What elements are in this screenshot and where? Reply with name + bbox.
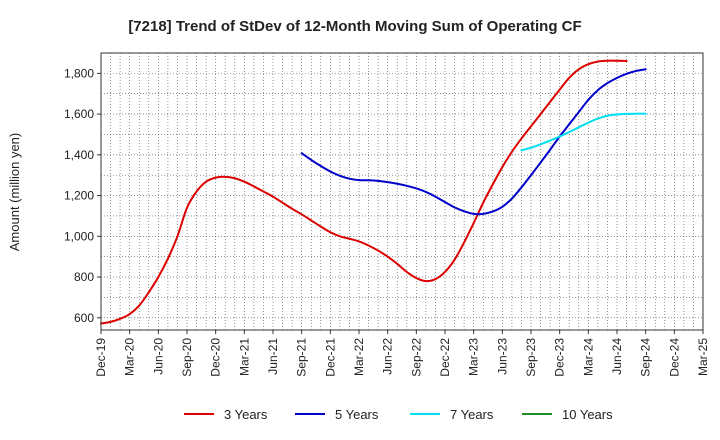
x-tick-label: Mar-21 xyxy=(237,338,251,376)
x-tick-label: Dec-24 xyxy=(667,338,681,377)
y-tick-label: 800 xyxy=(74,270,94,284)
x-tick-label: Mar-23 xyxy=(467,338,481,376)
y-tick-label: 600 xyxy=(74,311,94,325)
x-tick-label: Sep-22 xyxy=(409,338,423,377)
x-tick-label: Jun-21 xyxy=(266,338,280,375)
y-axis-label: Amount (million yen) xyxy=(7,133,22,252)
x-tick-label: Jun-22 xyxy=(381,338,395,375)
x-tick-label: Dec-20 xyxy=(209,338,223,377)
y-tick-label: 1,200 xyxy=(64,189,94,203)
y-tick-label: 1,000 xyxy=(64,229,94,243)
legend-label: 5 Years xyxy=(335,407,379,422)
legend: 3 Years 5 Years 7 Years 10 Years xyxy=(184,407,613,422)
x-tick-label: Mar-25 xyxy=(696,338,710,376)
series-lines xyxy=(100,59,647,325)
legend-label: 7 Years xyxy=(450,407,494,422)
y-tick-label: 1,600 xyxy=(64,107,94,121)
x-tick-label: Mar-20 xyxy=(123,338,137,376)
plot-area-frame xyxy=(100,52,704,331)
legend-label: 10 Years xyxy=(562,407,613,422)
x-tick-label: Mar-22 xyxy=(352,338,366,376)
series-line-3-years xyxy=(100,59,628,325)
chart-title: [7218] Trend of StDev of 12-Month Moving… xyxy=(128,18,581,35)
x-tick-label: Mar-24 xyxy=(581,338,595,376)
x-tick-label: Jun-23 xyxy=(495,338,509,375)
y-tick-label: 1,800 xyxy=(64,66,94,80)
y-tick-label: 1,400 xyxy=(64,148,94,162)
x-tick-label: Jun-24 xyxy=(610,338,624,375)
legend-label: 3 Years xyxy=(224,407,268,422)
x-tick-label: Sep-20 xyxy=(180,338,194,377)
x-tick-label: Sep-23 xyxy=(524,338,538,377)
x-tick-label: Jun-20 xyxy=(151,338,165,375)
x-tick-label: Dec-19 xyxy=(94,338,108,377)
y-axis-ticks: 600 800 1,000 1,200 1,400 1,600 1,800 xyxy=(64,66,101,325)
series-line-5-years xyxy=(300,68,647,216)
x-tick-label: Dec-22 xyxy=(438,338,452,377)
x-tick-label: Sep-24 xyxy=(639,338,653,377)
series-line-7-years xyxy=(520,112,647,152)
x-tick-label: Dec-21 xyxy=(323,338,337,377)
grid xyxy=(101,53,703,330)
x-tick-label: Sep-21 xyxy=(295,338,309,377)
x-axis-ticks: Dec-19 Mar-20 Jun-20 Sep-20 Dec-20 Mar-21 Jun-… xyxy=(94,330,710,377)
x-tick-label: Dec-23 xyxy=(553,338,567,377)
